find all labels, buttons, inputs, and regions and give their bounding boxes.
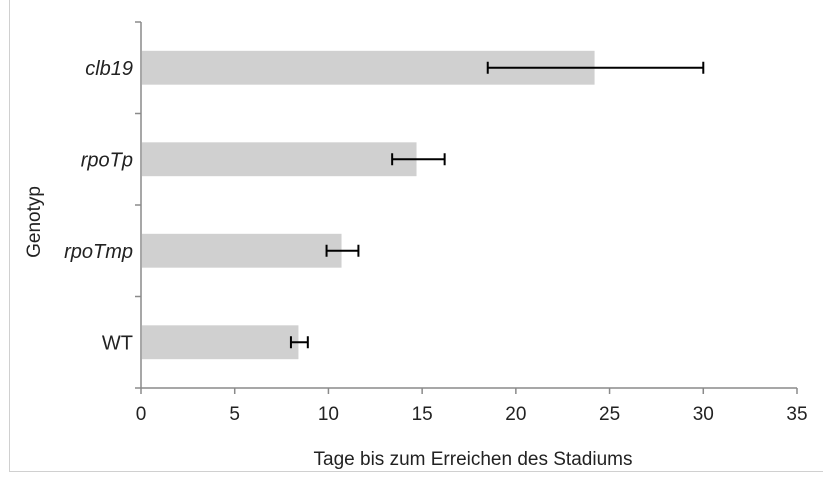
x-tick-labels: 0 5 10 15 20 25 30 35 (136, 404, 808, 425)
category-label-WT: WT (102, 332, 133, 354)
category-labels: clb19 rpoTp rpoTmp WT (64, 58, 133, 355)
bar-rpoTmp (142, 233, 342, 268)
x-tick-label: 35 (786, 404, 807, 425)
x-axis-label: Tage bis zum Erreichen des Stadiums (314, 449, 633, 470)
errorbar-clb19 (486, 61, 705, 74)
x-tick-label: 20 (505, 404, 526, 425)
y-axis-label: Genotyp (24, 186, 45, 258)
x-tick-label: 5 (229, 404, 240, 425)
category-label-rpoTp: rpoTp (81, 149, 133, 171)
bar-WT (142, 325, 299, 360)
x-tick-label: 0 (136, 404, 147, 425)
errorbar-rpoTp (391, 153, 446, 166)
bars (142, 50, 595, 360)
category-label-clb19: clb19 (85, 58, 133, 80)
bar-rpoTp (142, 142, 417, 177)
category-label-rpoTmp: rpoTmp (64, 241, 133, 263)
x-tick-label: 25 (599, 404, 620, 425)
x-tick-label: 30 (693, 404, 714, 425)
chart-frame (9, 0, 823, 472)
error-bars (289, 61, 705, 349)
x-tick-label: 10 (318, 404, 339, 425)
x-tick-label: 15 (412, 404, 433, 425)
axes (135, 21, 798, 394)
errorbar-WT (289, 336, 309, 349)
errorbar-rpoTmp (325, 244, 360, 257)
